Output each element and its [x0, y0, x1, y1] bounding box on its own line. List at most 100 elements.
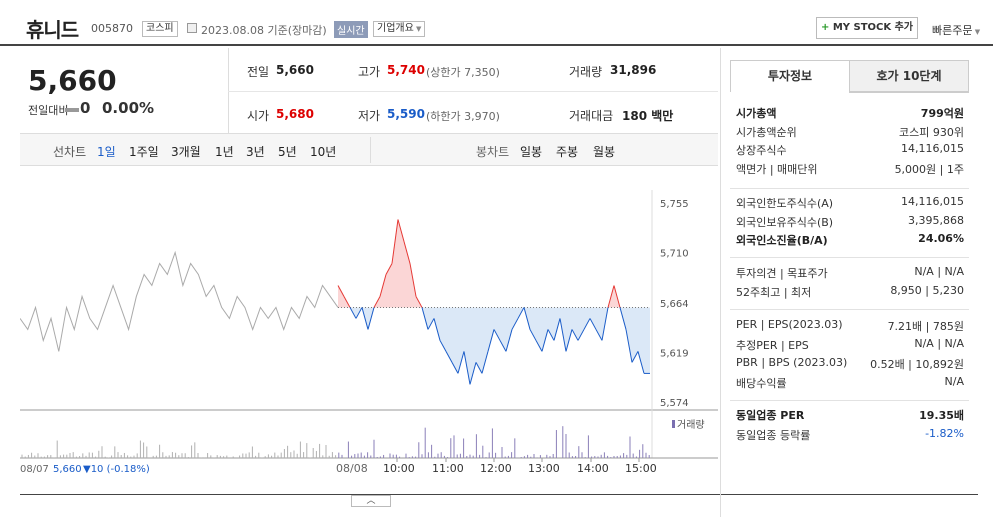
- chevron-down-icon: ▼: [413, 25, 422, 33]
- tab-5year[interactable]: 5년: [278, 145, 297, 159]
- today-line-segment: [535, 340, 543, 352]
- today-line-segment: [559, 318, 567, 352]
- today-line-segment: [385, 263, 393, 275]
- today-line-segment: [595, 329, 603, 341]
- change-label: 전일대비: [28, 104, 69, 117]
- tab-1week[interactable]: 1주일: [129, 145, 159, 159]
- flat-icon: [65, 108, 79, 112]
- info-label: 외국인한도주식수(A): [736, 197, 834, 210]
- info-value: 24.06%: [918, 232, 964, 245]
- info-value: 14,116,015: [901, 195, 964, 208]
- today-line-segment: [367, 307, 375, 330]
- current-price: 5,660: [28, 64, 117, 97]
- today-line-segment: [505, 329, 513, 352]
- stock-code: 005870: [91, 22, 133, 35]
- prev-label: 전일: [247, 65, 270, 79]
- today-line-segment: [487, 329, 495, 352]
- info-value: 코스피 930위: [899, 125, 964, 139]
- today-line-segment: [439, 340, 447, 352]
- tab-daily[interactable]: 일봉: [520, 145, 543, 159]
- tab-1day[interactable]: 1일: [97, 145, 116, 159]
- tab-3year[interactable]: 3년: [246, 145, 265, 159]
- today-line-segment: [451, 362, 459, 374]
- x-tick-label: 14:00: [577, 462, 609, 475]
- today-line-segment: [577, 329, 585, 341]
- today-line-segment: [547, 329, 555, 341]
- today-line-segment: [499, 340, 507, 352]
- tab-1year[interactable]: 1년: [215, 145, 234, 159]
- amount-label: 거래대금: [569, 109, 614, 123]
- quick-order-link[interactable]: 빠른주문 ▼: [932, 22, 980, 38]
- x-tick-label: 15:00: [625, 462, 657, 475]
- tab-invest-info[interactable]: 투자정보: [730, 60, 850, 92]
- info-value: 14,116,015: [901, 142, 964, 155]
- price-panel: [20, 48, 718, 134]
- quick-order-label: 빠른주문: [932, 24, 973, 37]
- today-line-segment: [619, 307, 627, 330]
- info-label: 시가총액: [736, 107, 777, 120]
- tab-weekly[interactable]: 주봉: [556, 145, 579, 159]
- today-line-segment: [427, 318, 435, 330]
- info-value: -1.82%: [925, 427, 964, 440]
- divider: [20, 494, 978, 495]
- tab-order-book[interactable]: 호가 10단계: [849, 60, 969, 92]
- today-line-segment: [391, 219, 399, 264]
- info-label: 추정PER | EPS: [736, 339, 809, 352]
- prev-day-line: [20, 250, 339, 352]
- prev-value: 5,660: [276, 63, 314, 77]
- open-label: 시가: [247, 109, 270, 123]
- today-line-segment: [541, 329, 549, 352]
- info-value: 19.35배: [919, 409, 964, 422]
- today-line-segment: [445, 351, 453, 363]
- info-label: PBR | BPS (2023.03): [736, 356, 848, 369]
- today-line-segment: [607, 285, 615, 308]
- y-tick-label: 5,664: [660, 299, 689, 310]
- y-tick-label: 5,619: [660, 349, 689, 360]
- info-value: 0.52배 | 10,892원: [870, 358, 964, 371]
- today-line-segment: [601, 307, 609, 341]
- divider: [730, 309, 969, 310]
- today-line-segment: [355, 307, 363, 319]
- today-line-segment: [337, 285, 345, 297]
- tab-10year[interactable]: 10년: [310, 145, 337, 159]
- info-label[interactable]: 동일업종 등락률: [736, 429, 811, 442]
- prev-day-change: ▼10 (-0.18%): [83, 464, 150, 475]
- y-tick-label: 5,755: [660, 199, 689, 210]
- today-line-segment: [511, 318, 519, 330]
- y-tick-label: 5,710: [660, 248, 689, 259]
- info-label: 52주최고 | 최저: [736, 286, 812, 299]
- line-chart-label: 선차트: [53, 145, 87, 159]
- upper-limit: (상한가 7,350): [426, 66, 500, 79]
- info-label: PER | EPS(2023.03): [736, 318, 843, 331]
- divider: [730, 257, 969, 258]
- company-info-dropdown[interactable]: 기업개요 ▼: [373, 21, 426, 37]
- price-chart[interactable]: 5,755 5,710 5,664 5,619 5,574 거래량 08/08 10:00 11…: [20, 190, 718, 480]
- info-value: N/A | N/A: [914, 337, 964, 350]
- info-label: 외국인소진율(B/A): [736, 234, 828, 247]
- chevron-down-icon: ▼: [972, 28, 981, 36]
- info-label: 상장주식수: [736, 144, 787, 157]
- market-badge: 코스피: [142, 21, 178, 37]
- collapse-toggle-button[interactable]: ︿: [351, 495, 391, 507]
- add-mystock-button[interactable]: + MY STOCK 추가: [816, 17, 918, 39]
- lower-limit: (하한가 3,970): [426, 110, 500, 123]
- today-line-segment: [421, 307, 429, 330]
- tab-monthly[interactable]: 월봉: [593, 145, 616, 159]
- tab-3month[interactable]: 3개월: [171, 145, 201, 159]
- info-label[interactable]: 동일업종 PER: [736, 409, 805, 422]
- today-line-segment: [565, 329, 573, 352]
- today-line-segment: [373, 296, 381, 308]
- add-mystock-label: MY STOCK 추가: [832, 22, 914, 33]
- y-tick-label: 5,574: [660, 398, 689, 409]
- realtime-badge[interactable]: 실시간: [334, 21, 368, 38]
- prev-day-date: 08/07: [20, 464, 49, 475]
- today-line-segment: [469, 362, 477, 385]
- today-line-segment: [529, 329, 537, 341]
- x-tick-label: 10:00: [383, 462, 415, 475]
- today-line-segment: [583, 318, 591, 330]
- volume-label: 거래량: [569, 65, 603, 79]
- x-tick-label: 12:00: [480, 462, 512, 475]
- today-line-segment: [631, 351, 639, 363]
- info-label[interactable]: 시가총액순위: [736, 125, 797, 139]
- today-line-segment: [433, 318, 441, 341]
